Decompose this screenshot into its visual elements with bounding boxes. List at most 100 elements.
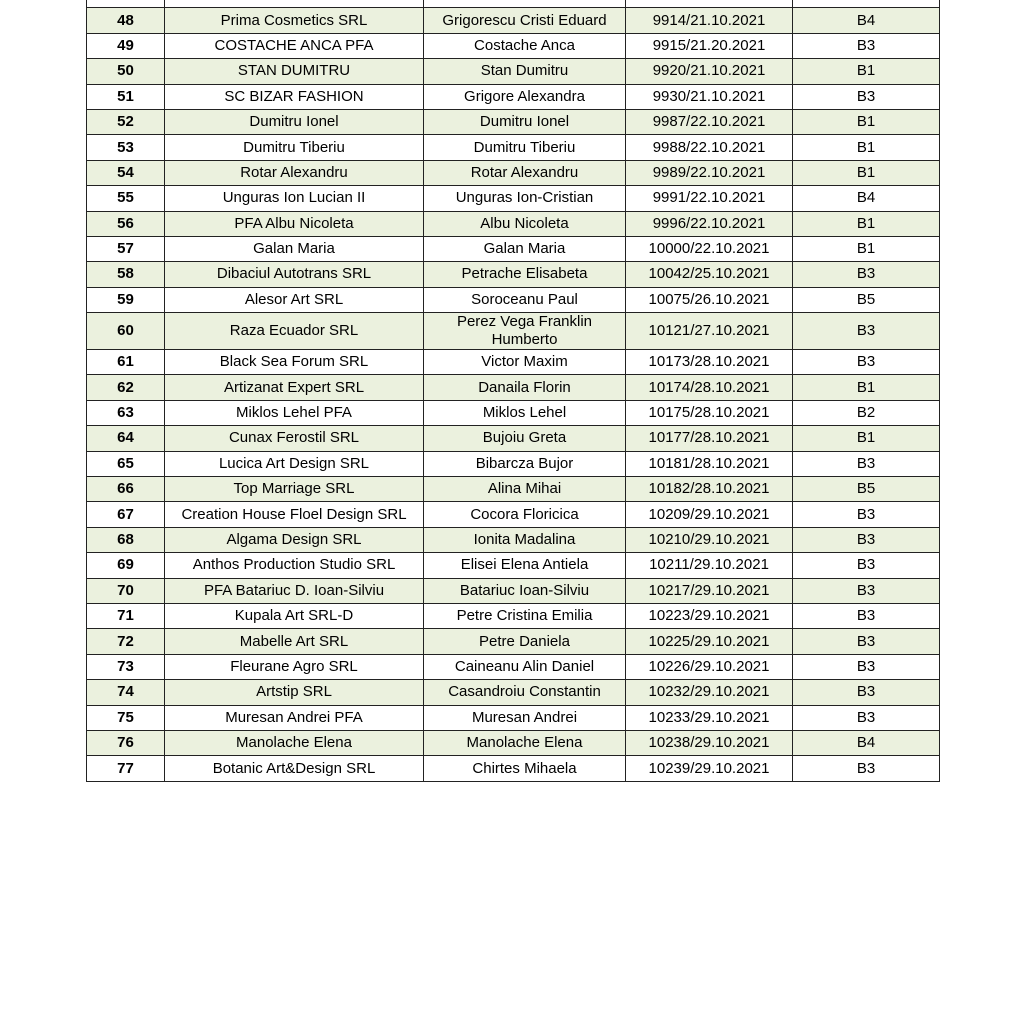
registration-cell: 10175/28.10.2021 — [625, 399, 793, 427]
row-number-cell: 52 — [86, 108, 165, 136]
company-cell: Dumitru Tiberiu — [164, 134, 424, 161]
table-row: 54 Rotar Alexandru Rotar Alexandru 9989/22.… — [86, 159, 940, 187]
company-cell: COSTACHE ANCA PFA — [164, 32, 424, 60]
row-number-cell: 68 — [86, 526, 165, 554]
registration-cell: 10232/29.10.2021 — [625, 679, 793, 706]
registration-cell: 9991/22.10.2021 — [625, 185, 793, 212]
table-body: 47Lazar OctavianLazar Octavian9913/21.10… — [86, 0, 940, 782]
registration-cell: 10223/29.10.2021 — [625, 602, 793, 630]
table-row: 56 PFA Albu Nicoleta Albu Nicoleta 9996/22.… — [86, 210, 940, 237]
category-cell: B3 — [792, 679, 940, 706]
registration-cell: 9988/22.10.2021 — [625, 134, 793, 161]
company-cell: PFA Albu Nicoleta — [164, 210, 424, 237]
table-row: 64 Cunax Ferostil SRL Bujoiu Greta 10177/28… — [86, 425, 940, 452]
company-cell: Galan Maria — [164, 235, 424, 263]
category-cell: B3 — [792, 628, 940, 655]
person-cell: Bujoiu Greta — [423, 425, 626, 452]
person-cell: Lazar Octavian — [423, 0, 626, 9]
person-cell: Chirtes Mihaela — [423, 755, 626, 782]
row-number-cell: 76 — [86, 729, 165, 757]
registration-cell: 9930/21.10.2021 — [625, 83, 793, 110]
row-number-cell: 69 — [86, 552, 165, 579]
company-cell: Black Sea Forum SRL — [164, 349, 424, 376]
person-cell: Grigorescu Cristi Eduard — [423, 7, 626, 34]
category-cell: B1 — [792, 108, 940, 136]
person-cell: Petre Daniela — [423, 628, 626, 655]
category-cell: B3 — [792, 704, 940, 731]
table-row: 57 Galan Maria Galan Maria 10000/22.10.2021… — [86, 235, 940, 263]
person-cell: Alina Mihai — [423, 476, 626, 503]
registration-cell: 9914/21.10.2021 — [625, 7, 793, 34]
table-row: 53 Dumitru Tiberiu Dumitru Tiberiu 9988/22.… — [86, 134, 940, 161]
row-number-cell: 63 — [86, 399, 165, 427]
row-number-cell: 72 — [86, 628, 165, 655]
registration-cell: 10238/29.10.2021 — [625, 729, 793, 757]
category-cell: B3 — [792, 526, 940, 554]
registry-table: 47Lazar OctavianLazar Octavian9913/21.10… — [86, 0, 940, 782]
row-number-cell: 55 — [86, 185, 165, 212]
registration-cell: 10210/29.10.2021 — [625, 526, 793, 554]
row-number-cell: 49 — [86, 32, 165, 60]
table-row: 73 Fleurane Agro SRL Caineanu Alin Daniel 1… — [86, 653, 940, 681]
company-cell: STAN DUMITRU — [164, 58, 424, 85]
row-number-cell: 54 — [86, 159, 165, 187]
person-cell: Dumitru Ionel — [423, 108, 626, 136]
person-cell: Petre Cristina Emilia — [423, 602, 626, 630]
company-cell: Artizanat Expert SRL — [164, 374, 424, 401]
category-cell: B1 — [792, 374, 940, 401]
table-row: 77 Botanic Art&Design SRL Chirtes Mihaela 1… — [86, 755, 940, 782]
category-cell: B3 — [792, 261, 940, 288]
registration-cell: 10075/26.10.2021 — [625, 286, 793, 314]
person-cell: Costache Anca — [423, 32, 626, 60]
category-cell: B1 — [792, 235, 940, 263]
company-cell: SC BIZAR FASHION — [164, 83, 424, 110]
category-cell: B3 — [792, 755, 940, 782]
category-cell: B5 — [792, 476, 940, 503]
company-cell: Botanic Art&Design SRL — [164, 755, 424, 782]
person-cell: Danaila Florin — [423, 374, 626, 401]
row-number-cell: 62 — [86, 374, 165, 401]
company-cell: Miklos Lehel PFA — [164, 399, 424, 427]
registration-cell: 9989/22.10.2021 — [625, 159, 793, 187]
company-cell: Fleurane Agro SRL — [164, 653, 424, 681]
category-cell: B1 — [792, 134, 940, 161]
table-row: 75 Muresan Andrei PFA Muresan Andrei 10233/… — [86, 704, 940, 731]
category-cell: B3 — [792, 450, 940, 478]
table-row: 68 Algama Design SRL Ionita Madalina 10210/… — [86, 526, 940, 554]
registration-cell: 10182/28.10.2021 — [625, 476, 793, 503]
person-cell: Soroceanu Paul — [423, 286, 626, 314]
row-number-cell: 60 — [86, 312, 165, 351]
person-cell: Unguras Ion-Cristian — [423, 185, 626, 212]
person-cell: Grigore Alexandra — [423, 83, 626, 110]
row-number-cell: 75 — [86, 704, 165, 731]
category-cell: B5 — [792, 286, 940, 314]
registration-cell: 10233/29.10.2021 — [625, 704, 793, 731]
person-cell: Galan Maria — [423, 235, 626, 263]
company-cell: Manolache Elena — [164, 729, 424, 757]
table-row: 67 Creation House Floel Design SRL Cocora … — [86, 501, 940, 528]
registration-cell: 10000/22.10.2021 — [625, 235, 793, 263]
table-row: 63 Miklos Lehel PFA Miklos Lehel 10175/28.1… — [86, 399, 940, 427]
company-cell: Lucica Art Design SRL — [164, 450, 424, 478]
category-cell: B2 — [792, 399, 940, 427]
person-cell: Miklos Lehel — [423, 399, 626, 427]
table-row: 52 Dumitru Ionel Dumitru Ionel 9987/22.10.2… — [86, 108, 940, 136]
category-cell: B4 — [792, 729, 940, 757]
person-cell: Victor Maxim — [423, 349, 626, 376]
company-cell: Kupala Art SRL-D — [164, 602, 424, 630]
company-cell: Rotar Alexandru — [164, 159, 424, 187]
table-row: 48 Prima Cosmetics SRL Grigorescu Cristi E… — [86, 7, 940, 34]
table-row: 60 Raza Ecuador SRL Perez Vega Franklin Hu… — [86, 312, 940, 351]
registration-cell: 9913/21.10.2021 — [625, 0, 793, 9]
registration-cell: 10042/25.10.2021 — [625, 261, 793, 288]
table-row: 66 Top Marriage SRL Alina Mihai 10182/28.10… — [86, 476, 940, 503]
person-cell: Rotar Alexandru — [423, 159, 626, 187]
row-number-cell: 53 — [86, 134, 165, 161]
row-number-cell: 48 — [86, 7, 165, 34]
row-number-cell: 51 — [86, 83, 165, 110]
table-row: 69 Anthos Production Studio SRL Elisei Ele… — [86, 552, 940, 579]
table-row: 58 Dibaciul Autotrans SRL Petrache Elisabe… — [86, 261, 940, 288]
person-cell: Cocora Floricica — [423, 501, 626, 528]
person-cell: Bibarcza Bujor — [423, 450, 626, 478]
category-cell: B3 — [792, 501, 940, 528]
